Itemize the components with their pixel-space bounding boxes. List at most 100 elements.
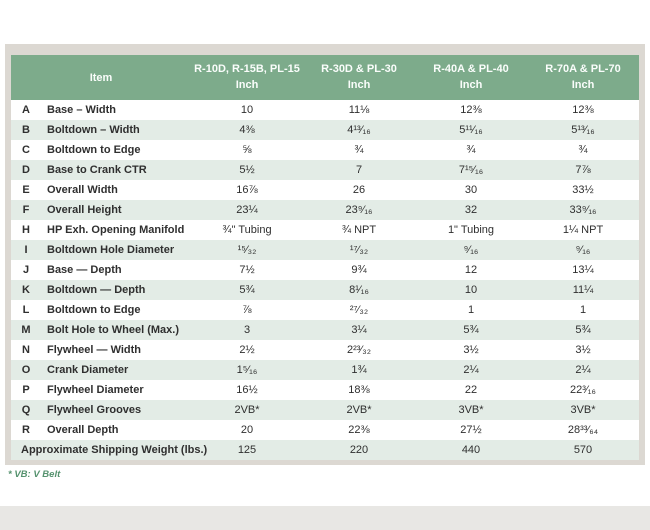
shipping-weight-row: Approximate Shipping Weight (lbs.) 125 22… — [11, 440, 639, 460]
table-row: C Boltdown to Edge ⅝ ¾ ¾ ¾ — [11, 140, 639, 160]
row-value: 3VB* — [570, 404, 596, 416]
row-value: 23⁹⁄₁₆ — [345, 204, 373, 216]
table-row: A Base – Width 10 11⅛ 12⅜ 12⅜ — [11, 100, 639, 120]
row-item-label: Overall Width — [47, 184, 118, 196]
row-value: 5¹³⁄₁₆ — [571, 124, 595, 136]
row-item-label: HP Exh. Opening Manifold — [47, 224, 185, 236]
row-value: 12 — [464, 264, 478, 276]
row-value: ¾ — [354, 144, 364, 156]
table-row: M Bolt Hole to Wheel (Max.) 3 3¼ 5¾ 5¾ — [11, 320, 639, 340]
row-letter: Q — [21, 404, 31, 416]
bottom-strip — [0, 506, 650, 530]
row-value: ¾" Tubing — [222, 224, 272, 236]
row-letter: K — [22, 284, 30, 296]
row-letter: I — [24, 244, 28, 256]
row-value: 7¹⁵⁄₁₆ — [458, 164, 484, 176]
row-value: 16½ — [236, 384, 258, 396]
row-value: 3½ — [575, 344, 591, 356]
row-item-label: Overall Depth — [47, 424, 119, 436]
row-value: 1 — [467, 304, 475, 316]
column-header: R-40A & PL-40 Inch — [433, 62, 509, 91]
table-row: K Boltdown — Depth 5¾ 8¹⁄₁₆ 10 11¼ — [11, 280, 639, 300]
row-value: 10 — [464, 284, 478, 296]
row-item-label: Boltdown Hole Diameter — [47, 244, 175, 256]
row-item-label: Base to Crank CTR — [47, 164, 147, 176]
row-item-label: Base — Depth — [47, 264, 122, 276]
row-value: ⅝ — [242, 144, 252, 156]
row-value: 7 — [355, 164, 363, 176]
footnote: * VB: V Belt — [8, 469, 61, 480]
table-row: R Overall Depth 20 22⅜ 27½ 28³³⁄₆₄ — [11, 420, 639, 440]
shipping-weight-values: 125 220 440 570 — [191, 444, 639, 456]
row-value: 5¾ — [463, 324, 479, 336]
table-row: F Overall Height 23¼ 23⁹⁄₁₆ 32 33⁹⁄₁₆ — [11, 200, 639, 220]
row-value: 33½ — [572, 184, 594, 196]
row-item-label: Flywheel Grooves — [47, 404, 142, 416]
row-value: 3 — [243, 324, 251, 336]
row-item-label: Flywheel Diameter — [47, 384, 144, 396]
row-value: ⁹⁄₁₆ — [463, 244, 479, 256]
table-row: H HP Exh. Opening Manifold ¾" Tubing ¾ NPT 1… — [11, 220, 639, 240]
row-value: 2²³⁄₃₂ — [346, 344, 372, 356]
column-header: R-70A & PL-70 Inch — [545, 62, 621, 91]
row-letter: E — [22, 184, 30, 196]
row-value: 11⅛ — [348, 104, 370, 116]
row-value: 3½ — [463, 344, 479, 356]
column-header: R-10D, R-15B, PL-15 Inch — [194, 62, 300, 91]
row-value: ¾ NPT — [341, 224, 377, 236]
row-item-label: Base – Width — [47, 104, 116, 116]
row-value: 30 — [464, 184, 478, 196]
row-value: 7½ — [239, 264, 255, 276]
row-value: 7⅞ — [575, 164, 591, 176]
table-row: N Flywheel — Width 2½ 2²³⁄₃₂ 3½ 3½ — [11, 340, 639, 360]
row-value: 26 — [352, 184, 366, 196]
row-value: 18⅜ — [348, 384, 370, 396]
row-value: 4⅜ — [239, 124, 255, 136]
column-headers: R-10D, R-15B, PL-15 Inch R-30D & PL-30 Inch… — [191, 55, 639, 100]
table-row: J Base — Depth 7½ 9¾ 12 13¼ — [11, 260, 639, 280]
row-value: 2¼ — [575, 364, 591, 376]
row-value: ⁹⁄₁₆ — [575, 244, 591, 256]
table-row: D Base to Crank CTR 5½ 7 7¹⁵⁄₁₆ 7⅞ — [11, 160, 639, 180]
row-letter: H — [22, 224, 30, 236]
table-body: A Base – Width 10 11⅛ 12⅜ 12⅜ B Boltdown – Widt… — [11, 100, 639, 440]
row-letter: C — [22, 144, 30, 156]
column-header: R-30D & PL-30 Inch — [321, 62, 397, 91]
row-value: 2¼ — [463, 364, 479, 376]
row-item-label: Boltdown to Edge — [47, 144, 141, 156]
row-value: 22³⁄₁₆ — [570, 384, 596, 396]
row-letter: M — [21, 324, 31, 336]
row-value: 16⅞ — [236, 184, 258, 196]
table-row: B Boltdown – Width 4⅜ 4¹³⁄₁₆ 5¹¹⁄₁₆ 5¹³⁄₁₆ — [11, 120, 639, 140]
row-value: 11¼ — [572, 284, 594, 296]
row-letter: A — [22, 104, 30, 116]
row-item-label: Crank Diameter — [47, 364, 129, 376]
row-value: 8¹⁄₁₆ — [349, 284, 369, 296]
shipping-weight-value: 440 — [461, 444, 481, 456]
table-row: O Crank Diameter 1⁵⁄₁₆ 1¾ 2¼ 2¼ — [11, 360, 639, 380]
row-value: ²⁷⁄₃₂ — [349, 304, 369, 316]
table-header-row: Item R-10D, R-15B, PL-15 Inch R-30D & PL-3… — [11, 55, 639, 100]
row-value: 12⅜ — [572, 104, 594, 116]
row-item-label: Boltdown – Width — [47, 124, 140, 136]
row-value: 23¼ — [236, 204, 258, 216]
row-value: 9¾ — [351, 264, 367, 276]
table-row: P Flywheel Diameter 16½ 18⅜ 22 22³⁄₁₆ — [11, 380, 639, 400]
table-row: I Boltdown Hole Diameter ¹⁵⁄₃₂ ¹⁷⁄₃₂ ⁹⁄₁₆ ⁹⁄₁… — [11, 240, 639, 260]
row-value: 2VB* — [346, 404, 372, 416]
table-row: L Boltdown to Edge ⅞ ²⁷⁄₃₂ 1 1 — [11, 300, 639, 320]
row-value: ¹⁵⁄₃₂ — [237, 244, 257, 256]
row-value: 1 — [579, 304, 587, 316]
row-value: 5½ — [239, 164, 255, 176]
row-value: 1¼ NPT — [562, 224, 604, 236]
row-letter: J — [22, 264, 30, 276]
row-item-label: Overall Height — [47, 204, 122, 216]
row-value: 1" Tubing — [447, 224, 495, 236]
row-value: ¾ — [578, 144, 588, 156]
row-value: 33⁹⁄₁₆ — [569, 204, 597, 216]
row-value: 5¾ — [239, 284, 255, 296]
shipping-weight-value: 220 — [349, 444, 369, 456]
row-letter: D — [22, 164, 30, 176]
table-row: Q Flywheel Grooves 2VB* 2VB* 3VB* 3VB* — [11, 400, 639, 420]
row-value: 12⅜ — [460, 104, 482, 116]
